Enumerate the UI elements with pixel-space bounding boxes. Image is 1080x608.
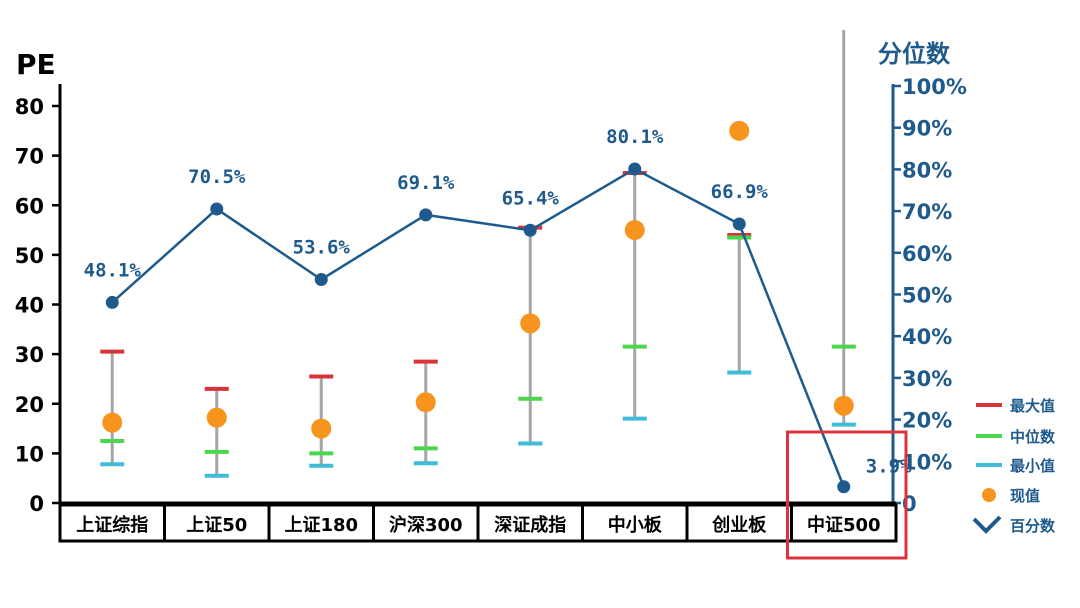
current-value-point: [624, 220, 645, 241]
right-tick-label: 40%: [902, 325, 952, 349]
left-tick-label: 70: [15, 145, 44, 169]
left-tick-label: 30: [15, 343, 44, 367]
left-axis-label: PE: [16, 48, 56, 81]
axes: PE 0 10 20 30 40 50 60 70 80 分位数 0 10% 20% 30% 40% 50% 60…: [15, 40, 967, 543]
percentile-point: [105, 295, 119, 309]
percentile-data-label: 53.6%: [293, 236, 351, 258]
left-tick-label: 40: [15, 294, 44, 318]
current-value-point: [311, 418, 332, 439]
percentile-point: [523, 223, 537, 237]
right-tick-label: 20%: [902, 409, 952, 433]
category-label: 中小板: [608, 514, 663, 536]
legend-swatch: [972, 515, 1002, 534]
legend-label: 百分数: [1010, 517, 1056, 535]
percentile-data-label: 70.5%: [188, 166, 246, 188]
whiskers: [100, 30, 856, 478]
right-tick-label: 70%: [902, 200, 952, 224]
percentile-data-label: 65.4%: [502, 187, 560, 209]
percentile-point: [837, 480, 851, 494]
current-value-point: [520, 313, 541, 334]
category-label: 上证180: [284, 515, 358, 536]
percentile-point: [419, 208, 433, 222]
percentile-point: [732, 217, 746, 231]
percentile-data-label: 80.1%: [606, 126, 664, 148]
left-tick-label: 20: [15, 393, 44, 417]
percentile-data-label: 48.1%: [84, 259, 142, 281]
category-label: 沪深300: [389, 514, 463, 536]
legend-label: 最大值: [1010, 397, 1055, 415]
category-label: 上证50: [186, 515, 247, 536]
current-value-point: [102, 412, 123, 433]
right-tick-label: 50%: [902, 284, 952, 308]
percentile-data-label: 69.1%: [397, 172, 455, 194]
current-values: [102, 120, 854, 439]
percentile-line: [105, 162, 851, 494]
category-label: 上证综指: [76, 514, 148, 536]
current-value-point: [206, 407, 227, 428]
percentile-data-label: 66.9%: [711, 181, 769, 203]
current-value-point: [833, 395, 854, 416]
legend-label: 现值: [1010, 487, 1040, 505]
legend-label: 最小值: [1010, 457, 1055, 475]
category-label: 深证成指: [494, 514, 566, 536]
percentile-point: [314, 272, 328, 286]
left-tick-label: 50: [15, 244, 44, 268]
right-tick-label: 10%: [902, 450, 952, 474]
right-axis-label: 分位数: [878, 40, 951, 68]
right-tick-label: 60%: [902, 242, 952, 266]
left-tick-label: 10: [15, 442, 44, 466]
current-value-point: [729, 120, 750, 141]
labels: 48.1% 70.5% 53.6% 69.1% 65.4% 80.1% 66.9% 3.9%: [84, 126, 912, 560]
current-value-point: [415, 392, 436, 413]
right-tick-label: 100%: [902, 75, 967, 99]
highlight-box: [786, 430, 908, 560]
right-tick-label: 80%: [902, 158, 952, 182]
percentile-point: [210, 202, 224, 216]
left-tick-label: 0: [29, 492, 44, 516]
percentile-polyline: [111, 167, 845, 488]
percentile-data-label: 3.9%: [866, 456, 912, 478]
right-tick-label: 0: [902, 492, 917, 516]
legend-swatch: [982, 488, 996, 502]
left-tick-label: 80: [15, 95, 44, 119]
right-tick-label: 90%: [902, 117, 952, 141]
left-tick-label: 60: [15, 194, 44, 218]
legend-label: 中位数: [1010, 428, 1056, 446]
category-label: 中证500: [807, 514, 881, 536]
category-label: 创业板: [711, 514, 767, 536]
percentile-point: [628, 162, 642, 176]
right-tick-label: 30%: [902, 367, 952, 391]
